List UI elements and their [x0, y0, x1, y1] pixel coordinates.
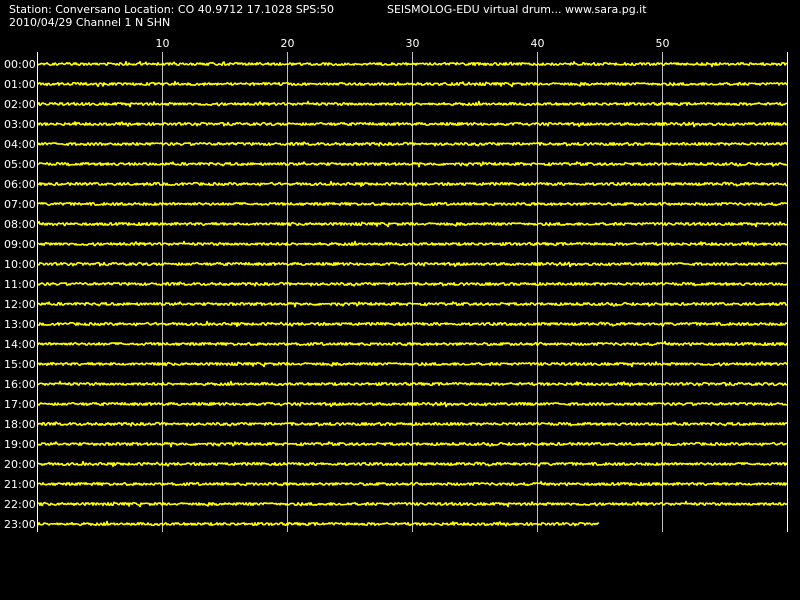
hour-label: 08:00: [4, 218, 36, 231]
hour-label: 22:00: [4, 498, 36, 511]
hour-label: 15:00: [4, 358, 36, 371]
minute-tick-label: 10: [156, 37, 170, 50]
seismic-trace-0600: [37, 180, 788, 188]
hour-label: 03:00: [4, 118, 36, 131]
minute-tick-label: 20: [281, 37, 295, 50]
hour-label: 11:00: [4, 278, 36, 291]
seismic-trace-1400: [37, 340, 788, 347]
seismic-trace-1200: [37, 301, 788, 308]
minute-grid: [162, 52, 663, 532]
seismic-trace-1700: [37, 401, 788, 408]
drum-axes: [37, 52, 788, 532]
seismic-trace-2000: [37, 460, 788, 468]
hour-label: 16:00: [4, 378, 36, 391]
seismic-trace-0200: [37, 100, 788, 108]
hour-label: 21:00: [4, 478, 36, 491]
minute-tick-label: 40: [531, 37, 545, 50]
hour-label: 06:00: [4, 178, 36, 191]
hour-label: 00:00: [4, 58, 36, 71]
hour-label: 01:00: [4, 78, 36, 91]
hour-label: 09:00: [4, 238, 36, 251]
seismic-trace-2200: [37, 500, 788, 508]
hour-label: 12:00: [4, 298, 36, 311]
seismic-trace-0000: [37, 60, 788, 68]
seismic-trace-1800: [37, 421, 788, 427]
hour-label: 19:00: [4, 438, 36, 451]
seismic-trace-1900: [37, 441, 788, 448]
seismic-trace-0900: [37, 240, 788, 247]
seismic-trace-0700: [37, 201, 788, 207]
minute-tick-label: 30: [406, 37, 420, 50]
hour-label: 18:00: [4, 418, 36, 431]
hour-label: 23:00: [4, 518, 36, 531]
minute-tick-labels: 10 20 30 40 50: [156, 37, 670, 50]
hour-labels: 00:00 01:00 02:00 03:00 04:00 05:00 06:00 07:00…: [4, 58, 36, 531]
seismic-trace-1600: [37, 380, 788, 387]
station-info-text: Station: Conversano Location: CO 40.9712…: [9, 3, 334, 16]
hour-label: 17:00: [4, 398, 36, 411]
seismic-trace-0400: [37, 141, 788, 147]
seismic-trace-1300: [37, 320, 788, 328]
hour-label: 04:00: [4, 138, 36, 151]
seismic-trace-0300: [37, 121, 788, 128]
seismic-trace-1500: [37, 361, 788, 368]
hour-label: 13:00: [4, 318, 36, 331]
seismic-trace-0100: [37, 80, 788, 88]
hour-label: 10:00: [4, 258, 36, 271]
seismic-trace-0800: [37, 220, 788, 228]
hour-label: 07:00: [4, 198, 36, 211]
seismic-trace-1100: [37, 281, 788, 287]
minute-tick-label: 50: [656, 37, 670, 50]
date-channel-text: 2010/04/29 Channel 1 N SHN: [9, 16, 171, 29]
app-credit-text: SEISMOLOG-EDU virtual drum... www.sara.p…: [387, 3, 647, 16]
hour-label: 14:00: [4, 338, 36, 351]
seismic-traces: [37, 60, 788, 527]
hour-label: 05:00: [4, 158, 36, 171]
seismic-trace-1000: [37, 261, 788, 268]
seismic-trace-2100: [37, 480, 788, 487]
seismic-trace-0500: [37, 161, 788, 168]
seismic-trace-2300: [37, 520, 600, 527]
hour-label: 20:00: [4, 458, 36, 471]
hour-label: 02:00: [4, 98, 36, 111]
